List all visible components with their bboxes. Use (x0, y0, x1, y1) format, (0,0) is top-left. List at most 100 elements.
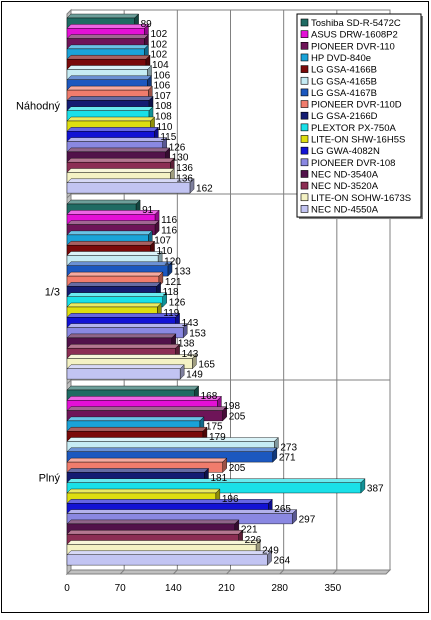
bar-value-label: 104 (152, 60, 169, 71)
x-tick-label: 210 (218, 583, 235, 594)
bar-value-label: 143 (182, 349, 199, 360)
bar-value-label: 198 (223, 401, 240, 412)
bar-value-label: 115 (160, 132, 176, 143)
bar-top-face (66, 509, 298, 514)
x-tick-label: 140 (165, 583, 182, 594)
bar-top-face (66, 488, 221, 494)
x-tick-label: 280 (271, 583, 288, 594)
bar-value-label: 107 (154, 236, 171, 247)
bar-top-face (66, 199, 141, 205)
gridline-floor (226, 569, 231, 575)
gridline-side (66, 379, 72, 385)
legend-label: PLEXTOR PX-750A (311, 123, 397, 134)
gridline-floor (119, 569, 125, 575)
bar-top-face (66, 282, 162, 287)
bar-top-face (66, 344, 181, 349)
legend-swatch (300, 53, 309, 62)
bar-value-label: 138 (178, 339, 195, 350)
bar (66, 395, 222, 412)
bar (66, 540, 261, 556)
x-tick-label: 0 (64, 583, 70, 594)
bar (66, 467, 209, 484)
legend-swatch (300, 88, 309, 97)
bar-value-label: 119 (163, 308, 179, 319)
bar (66, 116, 156, 132)
legend-swatch (300, 76, 309, 85)
bar (66, 529, 244, 545)
bar-value-label: 130 (172, 153, 189, 164)
bar-top-face (66, 354, 197, 359)
bar-end-face (192, 354, 197, 370)
bar-front-face (66, 182, 191, 194)
bar-value-label: 249 (262, 545, 279, 556)
bar-value-label: 110 (157, 246, 173, 257)
legend-label: LITE-ON SHW-16H5S (311, 135, 405, 146)
legend-label: NEC ND-3520A (311, 181, 379, 192)
bar (66, 240, 156, 256)
bar-value-label: 107 (154, 91, 171, 102)
value-labels: 8910210210210410610610710810811011512613… (141, 19, 384, 567)
bar-value-label: 118 (163, 287, 179, 298)
bar-top-face (66, 323, 188, 328)
bar-end-face (179, 364, 185, 380)
bar-value-label: 265 (274, 504, 291, 515)
bar-value-label: 136 (176, 173, 193, 184)
legend-swatch (300, 193, 309, 202)
bar-value-label: 136 (176, 163, 193, 174)
legend-label: PIONEER DVR-110 (311, 41, 395, 52)
bar-value-label: 106 (154, 81, 171, 92)
bar-top-face (66, 385, 200, 391)
bar-top-face (66, 416, 205, 422)
bar-top-face (66, 333, 177, 339)
bar (66, 209, 160, 226)
bar-front-face (66, 368, 181, 380)
legend-swatch (300, 41, 309, 50)
bar-top-face (66, 137, 168, 142)
category-label: 1/3 (45, 287, 60, 299)
bar-top-face (66, 550, 272, 555)
bar-value-label: 121 (165, 277, 182, 288)
bar-value-label: 226 (245, 535, 262, 546)
bar (66, 44, 149, 60)
legend-swatch (300, 18, 309, 27)
bar-end-face (183, 323, 188, 339)
bar-top-face (66, 127, 159, 132)
bar-top-face (66, 240, 156, 246)
category-label: Plný (39, 473, 61, 485)
bar-top-face (66, 147, 171, 153)
bar-end-face (167, 261, 173, 277)
legend-swatch (300, 170, 309, 178)
bar-value-label: 205 (229, 411, 246, 422)
bar-top-face (66, 437, 279, 442)
legend-swatch (300, 111, 309, 120)
bar-top-face (66, 457, 228, 463)
gridline-floor (172, 569, 178, 575)
bar (66, 302, 162, 318)
bar-value-label: 162 (196, 184, 213, 195)
bar-end-face (267, 550, 272, 566)
bar-value-label: 143 (182, 318, 199, 329)
bar-end-face (222, 457, 227, 473)
bar-top-face (66, 75, 152, 81)
legend-swatch (300, 65, 309, 73)
bars (66, 13, 366, 566)
bar-value-label: 205 (229, 463, 246, 474)
axes: Náhodný 1/3 Plný 0 70 140 210 280 350 (16, 101, 342, 594)
bar-end-face (162, 292, 167, 308)
legend-swatch (300, 146, 309, 155)
bar-value-label: 116 (161, 215, 177, 226)
bar-end-face (189, 178, 195, 194)
legend-label: PIONEER DVR-110D (311, 100, 402, 111)
bar-value-label: 273 (280, 442, 297, 453)
bar-top-face (66, 178, 195, 184)
bar-value-label: 91 (142, 205, 154, 216)
bar-value-label: 149 (186, 370, 203, 381)
bar-value-label: 108 (155, 112, 172, 123)
legend-label: NEC ND-4550A (311, 204, 379, 215)
bar-top-face (66, 168, 175, 173)
legend-label: ASUS DRW-1608P2 (311, 30, 398, 41)
bar (66, 323, 188, 339)
bar-top-face (66, 157, 175, 163)
